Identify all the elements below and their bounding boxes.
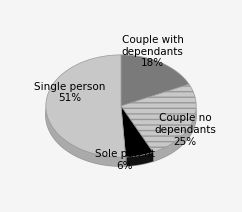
Text: Sole parent
6%: Sole parent 6%: [95, 149, 155, 171]
Text: Couple with
dependants
18%: Couple with dependants 18%: [122, 35, 183, 68]
Polygon shape: [121, 84, 196, 152]
Polygon shape: [121, 106, 153, 157]
Text: Single person
51%: Single person 51%: [34, 82, 106, 103]
Text: Couple no
dependants
25%: Couple no dependants 25%: [154, 113, 216, 147]
Polygon shape: [46, 105, 126, 166]
Polygon shape: [126, 152, 153, 166]
Polygon shape: [121, 55, 189, 106]
Polygon shape: [46, 55, 126, 157]
Polygon shape: [46, 64, 196, 166]
Polygon shape: [153, 106, 196, 161]
